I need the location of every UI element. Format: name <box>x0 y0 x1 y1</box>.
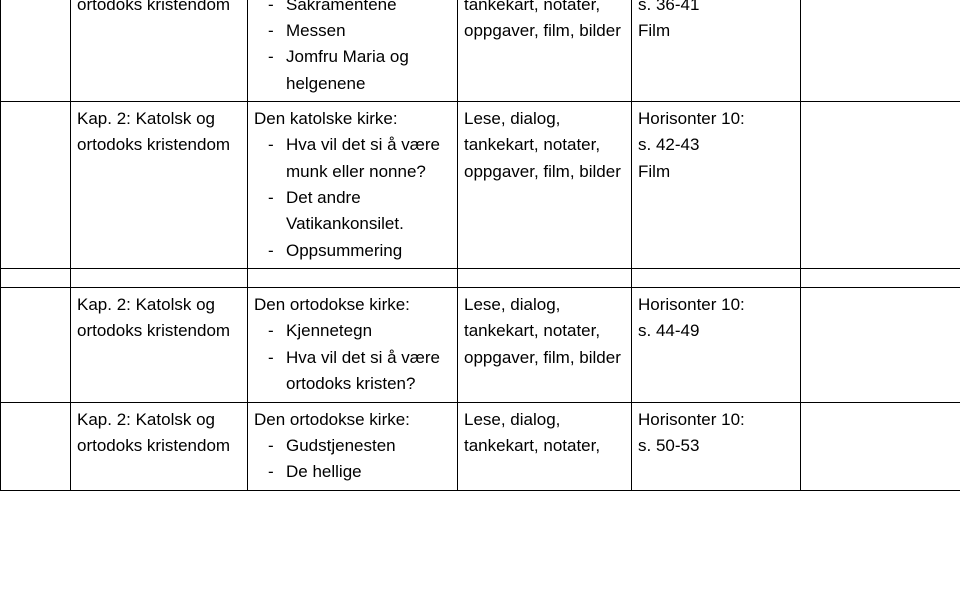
list-item: Oppsummering <box>286 238 451 264</box>
cell-topic: Kap. 2: Katolsk og ortodoks kristendom <box>71 102 248 269</box>
cell-topic: Kap. 2: Katolsk og ortodoks kristendom <box>71 0 248 102</box>
cell-content: Den katolske kirke: Sakramentene Messen … <box>248 0 458 102</box>
source-line: s. 44-49 <box>638 318 794 344</box>
content-intro: Den ortodokse kirke: <box>254 292 451 318</box>
list-item: Sakramentene <box>286 0 451 18</box>
cell <box>1 288 71 402</box>
table-row: Kap. 2: Katolsk og ortodoks kristendom D… <box>1 102 960 269</box>
table-row: Kap. 2: Katolsk og ortodoks kristendom D… <box>1 0 960 102</box>
table-row: Kap. 2: Katolsk og ortodoks kristendom D… <box>1 288 960 402</box>
cell <box>801 102 960 269</box>
cell-content: Den ortodokse kirke: Gudstjenesten De he… <box>248 402 458 490</box>
cell-methods: Lese, dialog, tankekart, notater, oppgav… <box>458 288 632 402</box>
cell-topic: Kap. 2: Katolsk og ortodoks kristendom <box>71 402 248 490</box>
cell <box>801 288 960 402</box>
cell-content: Den katolske kirke: Hva vil det si å vær… <box>248 102 458 269</box>
table-row: Kap. 2: Katolsk og ortodoks kristendom D… <box>1 402 960 490</box>
source-line: Horisonter 10: <box>638 106 794 132</box>
content-list: Sakramentene Messen Jomfru Maria og helg… <box>254 0 451 97</box>
content-list: Hva vil det si å være munk eller nonne? … <box>254 132 451 264</box>
source-line: Film <box>638 159 794 185</box>
cell <box>1 402 71 490</box>
list-item: Det andre Vatikankonsilet. <box>286 185 451 238</box>
cell-methods: Lese, dialog, tankekart, notater, oppgav… <box>458 102 632 269</box>
source-line: Film <box>638 18 794 44</box>
source-line: s. 50-53 <box>638 433 794 459</box>
cell <box>801 402 960 490</box>
list-item: Hva vil det si å være ortodoks kristen? <box>286 345 451 398</box>
table-row-empty <box>1 269 960 288</box>
source-line: Horisonter 10: <box>638 407 794 433</box>
source-line: Horisonter 10: <box>638 292 794 318</box>
cell-methods: Lese, dialog, tankekart, notater, <box>458 402 632 490</box>
list-item: Gudstjenesten <box>286 433 451 459</box>
cell-source: Horisonter 10: s. 50-53 <box>632 402 801 490</box>
curriculum-table: oppgaver, film, bilder Kap. 2: Katolsk o… <box>0 0 960 491</box>
content-intro: Den ortodokse kirke: <box>254 407 451 433</box>
list-item: Jomfru Maria og helgenene <box>286 44 451 97</box>
cell <box>1 0 71 102</box>
cell-methods: Lese, dialog, tankekart, notater, oppgav… <box>458 0 632 102</box>
cell <box>801 0 960 102</box>
cell-source: Horisonter 10: s. 36-41 Film <box>632 0 801 102</box>
list-item: Kjennetegn <box>286 318 451 344</box>
cell <box>1 102 71 269</box>
content-list: Gudstjenesten De hellige <box>254 433 451 486</box>
cell-source: Horisonter 10: s. 42-43 Film <box>632 102 801 269</box>
list-item: De hellige <box>286 459 451 485</box>
content-intro: Den katolske kirke: <box>254 106 451 132</box>
content-list: Kjennetegn Hva vil det si å være ortodok… <box>254 318 451 397</box>
cell-content: Den ortodokse kirke: Kjennetegn Hva vil … <box>248 288 458 402</box>
list-item: Hva vil det si å være munk eller nonne? <box>286 132 451 185</box>
source-line: s. 36-41 <box>638 0 794 18</box>
list-item: Messen <box>286 18 451 44</box>
cell-source: Horisonter 10: s. 44-49 <box>632 288 801 402</box>
source-line: s. 42-43 <box>638 132 794 158</box>
cell-topic: Kap. 2: Katolsk og ortodoks kristendom <box>71 288 248 402</box>
